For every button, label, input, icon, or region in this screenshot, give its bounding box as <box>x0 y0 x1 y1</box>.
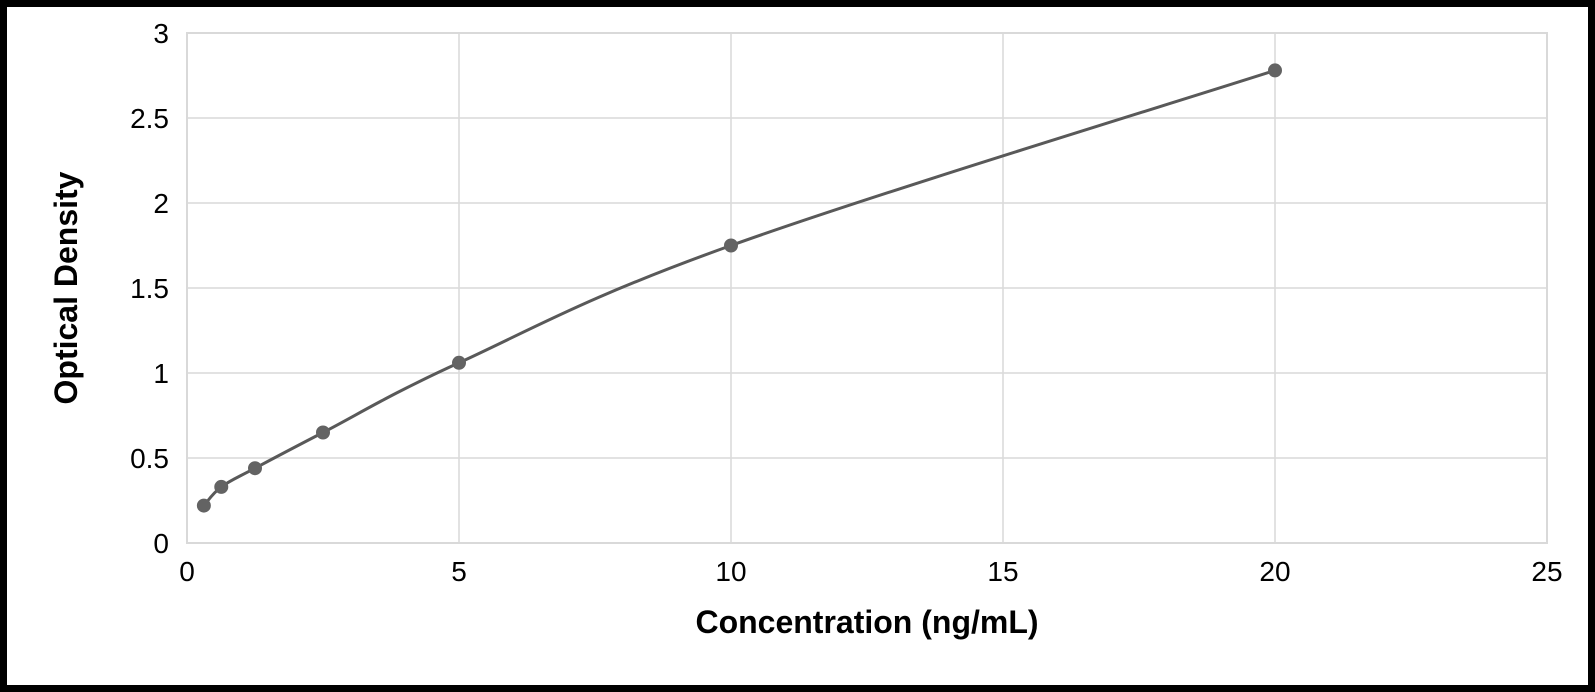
y-tick-label: 1.5 <box>130 273 169 304</box>
y-tick-label: 0.5 <box>130 443 169 474</box>
chart-frame: 0 5 10 15 20 25 0 0.5 1 1.5 2 2.5 3 Concentration (ng… <box>0 0 1595 692</box>
data-point-marker <box>1269 64 1282 77</box>
chart-bg <box>7 7 1588 685</box>
data-point-marker <box>725 239 738 252</box>
x-tick-label: 20 <box>1259 556 1290 587</box>
x-tick-label: 15 <box>987 556 1018 587</box>
y-tick-label: 2 <box>153 188 169 219</box>
data-point-marker <box>453 356 466 369</box>
data-point-marker <box>317 426 330 439</box>
y-tick-label: 3 <box>153 18 169 49</box>
data-point-marker <box>249 462 262 475</box>
chart-container: 0 5 10 15 20 25 0 0.5 1 1.5 2 2.5 3 Concentration (ng… <box>7 7 1588 685</box>
data-point-marker <box>215 480 228 493</box>
x-tick-label: 25 <box>1531 556 1562 587</box>
y-tick-label: 0 <box>153 528 169 559</box>
x-tick-label: 5 <box>451 556 467 587</box>
y-tick-label: 1 <box>153 358 169 389</box>
x-tick-label: 10 <box>715 556 746 587</box>
y-tick-label: 2.5 <box>130 103 169 134</box>
x-axis-label: Concentration (ng/mL) <box>695 604 1038 640</box>
x-tick-label: 0 <box>179 556 195 587</box>
chart-svg: 0 5 10 15 20 25 0 0.5 1 1.5 2 2.5 3 Concentration (ng… <box>7 7 1588 685</box>
y-axis-label: Optical Density <box>48 171 84 404</box>
data-point-marker <box>197 499 210 512</box>
